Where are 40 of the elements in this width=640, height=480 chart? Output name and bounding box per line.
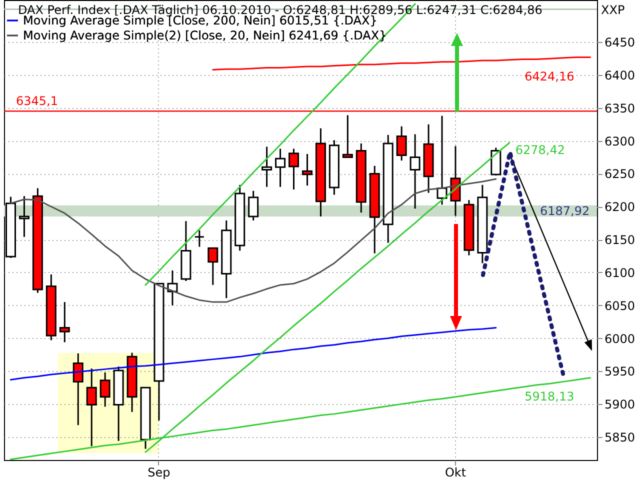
x-tick-label: Sep — [148, 466, 170, 480]
x-tick-label: Okt — [444, 466, 466, 480]
candlestick — [86, 368, 97, 447]
y-tick-label: 6450 — [604, 36, 636, 50]
candlestick — [410, 134, 420, 210]
series-label: 5918,13 — [524, 390, 574, 404]
y-tick-label: 6150 — [604, 233, 636, 248]
series-label: 6424,16 — [524, 69, 574, 84]
y-tick-label: 5900 — [604, 398, 636, 412]
y-tick-label: 6200 — [604, 200, 636, 214]
candlestick — [288, 148, 300, 190]
ref-line-label: 6345,1 — [16, 94, 58, 108]
y-tick-label: 5850 — [604, 430, 636, 444]
y-tick-label: 5950 — [604, 364, 636, 379]
y-tick-label: 6400 — [604, 68, 636, 83]
legend-label: Moving Average Simple(2) [Close, 20, Nein] 6241,69 {.DAX} — [23, 28, 387, 42]
y-tick-label: 6100 — [604, 266, 636, 280]
candlestick — [302, 153, 312, 186]
candlestick — [18, 195, 30, 238]
line-series — [10, 178, 497, 303]
text: XXP — [601, 3, 625, 17]
candlestick — [100, 372, 110, 408]
y-tick-label: 6050 — [604, 298, 636, 313]
y-tick-label: 6250 — [604, 167, 636, 182]
line-series — [212, 56, 592, 71]
band-label: 6187,92 — [540, 204, 590, 218]
y-tick-label: 6300 — [604, 134, 636, 148]
candlestick — [194, 230, 205, 248]
candlestick — [490, 146, 502, 176]
series-label: 6278,42 — [515, 142, 566, 157]
y-tick-label: 6350 — [604, 101, 636, 116]
candlestick — [275, 148, 286, 188]
candlestick — [342, 114, 353, 158]
candlestick — [396, 126, 407, 162]
y-tick-label: 6000 — [604, 332, 636, 346]
candlestick — [72, 352, 84, 426]
candlestick — [208, 247, 218, 286]
candlestick — [248, 190, 259, 222]
candlestick — [59, 301, 70, 343]
candlestick — [262, 146, 272, 188]
